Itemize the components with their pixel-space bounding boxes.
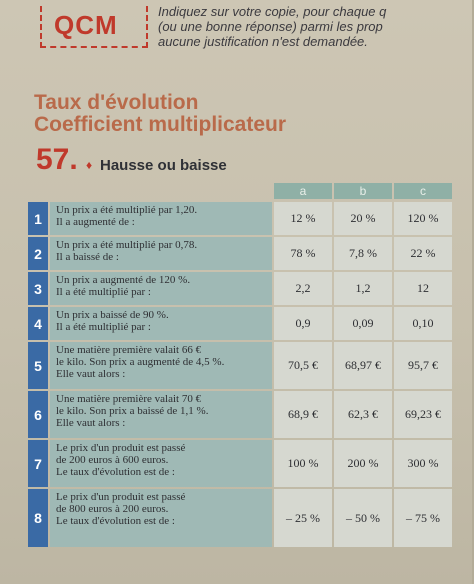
table-row: 7 Le prix d'un produit est passé de 200 … (28, 440, 472, 487)
answer-b: 1,2 (334, 272, 392, 305)
answer-b: 20 % (334, 202, 392, 235)
question-line: le kilo. Son prix a augmenté de 4,5 %. (56, 356, 225, 368)
exercise-number: 57. (36, 143, 78, 176)
instruction-line: (ou une bonne réponse) parmi les prop (158, 19, 383, 34)
answer-b: 62,3 € (334, 391, 392, 438)
answer-a: 100 % (274, 440, 332, 487)
question-line: Il a été multiplié par : (56, 321, 151, 333)
answer-a: 78 % (274, 237, 332, 270)
table-row: 5 Une matière première valait 66 € le ki… (28, 342, 472, 389)
question-text: Le prix d'un produit est passé de 800 eu… (50, 489, 272, 547)
question-line: Le prix d'un produit est passé (56, 442, 186, 454)
answer-c: 22 % (394, 237, 452, 270)
instruction-line: Indiquez sur votre copie, pour chaque q (158, 4, 387, 19)
question-number: 4 (28, 307, 48, 340)
answer-a: 70,5 € (274, 342, 332, 389)
question-line: de 200 euros à 600 euros. (56, 454, 169, 466)
section-title: Taux d'évolution Coefficient multiplicat… (34, 92, 286, 136)
table-row: 3 Un prix a augmenté de 120 %. Il a été … (28, 272, 472, 305)
question-line: de 800 euros à 200 euros. (56, 503, 169, 515)
question-line: Il a baissé de : (56, 251, 119, 263)
question-line: Un prix a baissé de 90 %. (56, 309, 169, 321)
column-header-c: c (394, 183, 452, 199)
qcm-label: QCM (54, 10, 118, 40)
diamond-icon: ♦ (86, 158, 93, 172)
answer-c: 69,23 € (394, 391, 452, 438)
question-number: 7 (28, 440, 48, 487)
answer-b: – 50 % (334, 489, 392, 547)
question-line: Il a augmenté de : (56, 216, 135, 228)
table-row: 4 Un prix a baissé de 90 %. Il a été mul… (28, 307, 472, 340)
qcm-frame (40, 6, 148, 48)
question-text: Un prix a baissé de 90 %. Il a été multi… (50, 307, 272, 340)
exercise-title: Hausse ou baisse (100, 157, 227, 174)
question-number: 2 (28, 237, 48, 270)
question-text: Le prix d'un produit est passé de 200 eu… (50, 440, 272, 487)
question-line: Une matière première valait 66 € (56, 344, 202, 356)
section-title-line2: Coefficient multiplicateur (34, 113, 287, 136)
answer-a: 12 % (274, 202, 332, 235)
answer-b: 0,09 (334, 307, 392, 340)
page-edge (472, 0, 474, 584)
answer-b: 7,8 % (334, 237, 392, 270)
instruction-line: aucune justification n'est demandée. (158, 34, 368, 49)
table-row: 6 Une matière première valait 70 € le ki… (28, 391, 472, 438)
answer-c: 0,10 (394, 307, 452, 340)
question-number: 8 (28, 489, 48, 547)
question-number: 3 (28, 272, 48, 305)
answer-a: 0,9 (274, 307, 332, 340)
answer-b: 68,97 € (334, 342, 392, 389)
table-row: 1 Un prix a été multiplié par 1,20. Il a… (28, 202, 472, 235)
answer-c: 120 % (394, 202, 452, 235)
question-line: Le taux d'évolution est de : (56, 515, 175, 527)
question-number: 1 (28, 202, 48, 235)
answer-b: 200 % (334, 440, 392, 487)
question-text: Une matière première valait 66 € le kilo… (50, 342, 272, 389)
question-line: Le prix d'un produit est passé (56, 491, 186, 503)
answer-c: – 75 % (394, 489, 452, 547)
question-line: Le taux d'évolution est de : (56, 466, 175, 478)
table-row: 8 Le prix d'un produit est passé de 800 … (28, 489, 472, 547)
answer-c: 95,7 € (394, 342, 452, 389)
question-line: Une matière première valait 70 € (56, 393, 202, 405)
answer-c: 300 % (394, 440, 452, 487)
question-text: Un prix a augmenté de 120 %. Il a été mu… (50, 272, 272, 305)
question-line: Elle vaut alors : (56, 368, 126, 380)
answer-a: 68,9 € (274, 391, 332, 438)
question-number: 5 (28, 342, 48, 389)
question-line: Un prix a été multiplié par 0,78. (56, 239, 198, 251)
answer-a: – 25 % (274, 489, 332, 547)
column-header-b: b (334, 183, 392, 199)
question-line: Un prix a été multiplié par 1,20. (56, 204, 198, 216)
question-text: Un prix a été multiplié par 1,20. Il a a… (50, 202, 272, 235)
answer-a: 2,2 (274, 272, 332, 305)
question-line: le kilo. Son prix a baissé de 1,1 %. (56, 405, 209, 417)
column-header-a: a (274, 183, 332, 199)
answer-c: 12 (394, 272, 452, 305)
question-number: 6 (28, 391, 48, 438)
question-line: Elle vaut alors : (56, 417, 126, 429)
question-text: Une matière première valait 70 € le kilo… (50, 391, 272, 438)
question-line: Il a été multiplié par : (56, 286, 151, 298)
question-line: Un prix a augmenté de 120 %. (56, 274, 191, 286)
question-text: Un prix a été multiplié par 0,78. Il a b… (50, 237, 272, 270)
table-row: 2 Un prix a été multiplié par 0,78. Il a… (28, 237, 472, 270)
instructions: Indiquez sur votre copie, pour chaque q … (158, 4, 474, 49)
section-title-line1: Taux d'évolution (34, 91, 199, 114)
